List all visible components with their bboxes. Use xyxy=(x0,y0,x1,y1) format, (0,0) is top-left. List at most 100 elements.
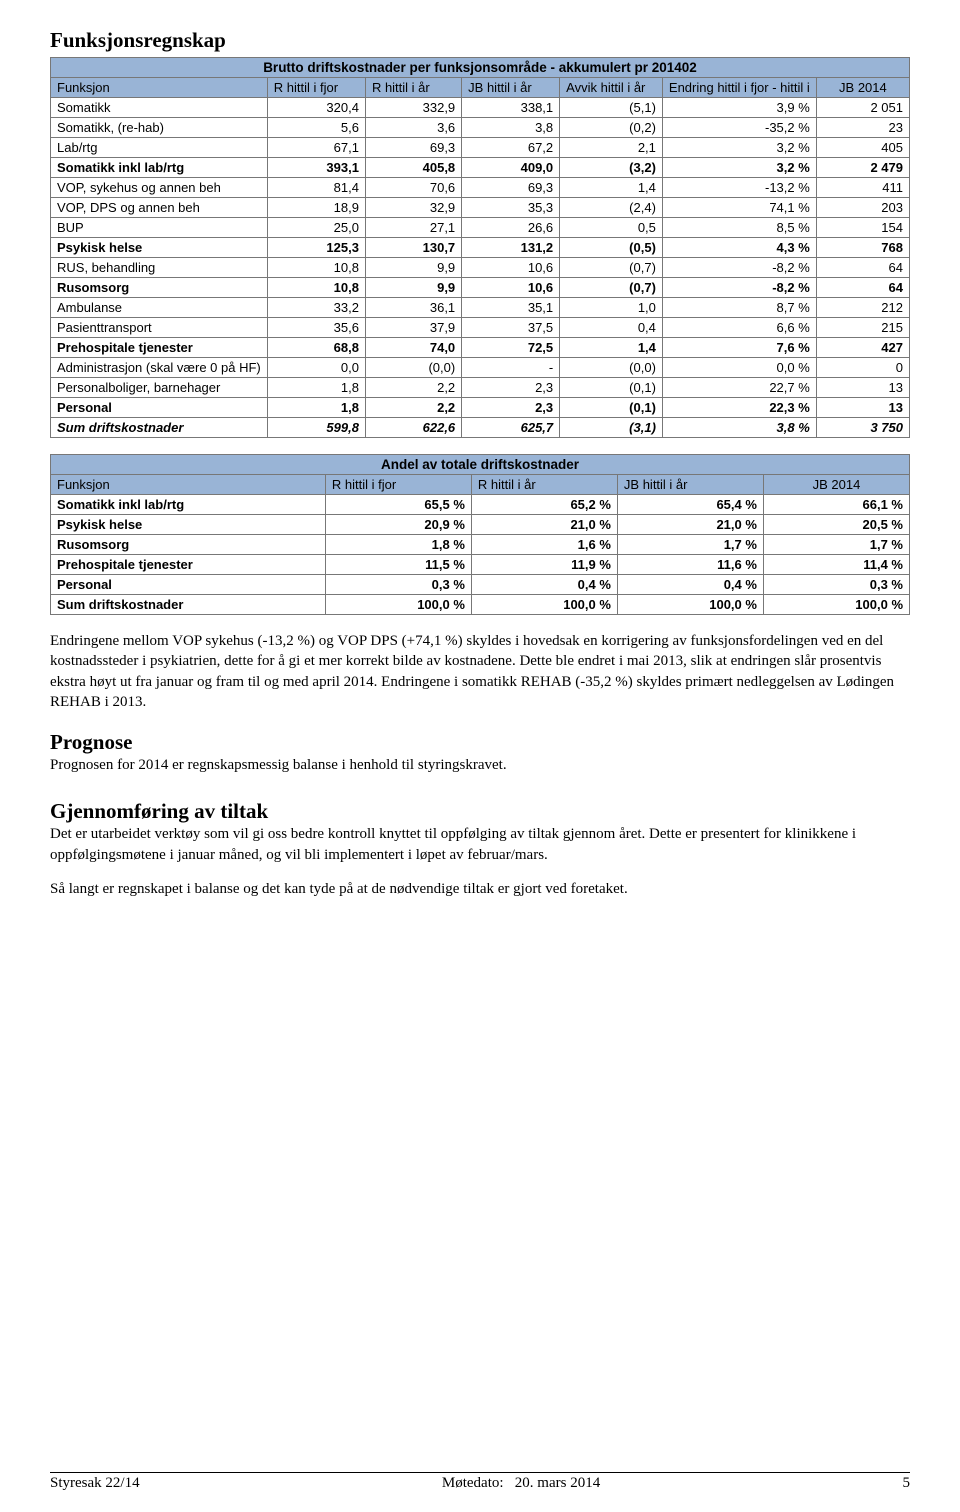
cell: 69,3 xyxy=(462,178,560,198)
cell: 37,9 xyxy=(365,318,461,338)
cell: 10,6 xyxy=(462,278,560,298)
cell: 10,8 xyxy=(267,278,365,298)
row-label: Psykisk helse xyxy=(51,515,326,535)
table1-header-row: Funksjon R hittil i fjor R hittil i år J… xyxy=(51,78,910,98)
cell: 1,8 xyxy=(267,398,365,418)
table-row: Sum driftskostnader599,8622,6625,7(3,1)3… xyxy=(51,418,910,438)
cell: 64 xyxy=(816,278,909,298)
cell: 0,4 xyxy=(560,318,663,338)
cell: 154 xyxy=(816,218,909,238)
cell: -35,2 % xyxy=(662,118,816,138)
cell: 65,2 % xyxy=(471,495,617,515)
cell: 68,8 xyxy=(267,338,365,358)
cell: 35,1 xyxy=(462,298,560,318)
table-row: VOP, DPS og annen beh18,932,935,3(2,4)74… xyxy=(51,198,910,218)
cell: 1,4 xyxy=(560,338,663,358)
cell: 64 xyxy=(816,258,909,278)
cell: (3,2) xyxy=(560,158,663,178)
cell: 100,0 % xyxy=(617,595,763,615)
cell: 1,0 xyxy=(560,298,663,318)
row-label: Personalboliger, barnehager xyxy=(51,378,268,398)
table2-header-row: Funksjon R hittil i fjor R hittil i år J… xyxy=(51,475,910,495)
col2-r-fjor: R hittil i fjor xyxy=(325,475,471,495)
cell: 203 xyxy=(816,198,909,218)
row-label: Administrasjon (skal være 0 på HF) xyxy=(51,358,268,378)
cell: 320,4 xyxy=(267,98,365,118)
table-row: Prehospitale tjenester11,5 %11,9 %11,6 %… xyxy=(51,555,910,575)
footer-center: Møtedato: 20. mars 2014 xyxy=(442,1475,600,1492)
table-row: Ambulanse33,236,135,11,08,7 %212 xyxy=(51,298,910,318)
table-row: RUS, behandling10,89,910,6(0,7)-8,2 %64 xyxy=(51,258,910,278)
cell: 8,5 % xyxy=(662,218,816,238)
cell: 2 051 xyxy=(816,98,909,118)
table-row: Psykisk helse125,3130,7131,2(0,5)4,3 %76… xyxy=(51,238,910,258)
cell: 393,1 xyxy=(267,158,365,178)
row-label: Ambulanse xyxy=(51,298,268,318)
table-row: BUP25,027,126,60,58,5 %154 xyxy=(51,218,910,238)
cell: 2,1 xyxy=(560,138,663,158)
table-row: VOP, sykehus og annen beh81,470,669,31,4… xyxy=(51,178,910,198)
prognose-title: Prognose xyxy=(50,730,910,755)
cell: 405,8 xyxy=(365,158,461,178)
cell: 36,1 xyxy=(365,298,461,318)
col-r-fjor: R hittil i fjor xyxy=(267,78,365,98)
col2-jb-iar: JB hittil i år xyxy=(617,475,763,495)
cell: 0 xyxy=(816,358,909,378)
table-row: Prehospitale tjenester68,874,072,51,47,6… xyxy=(51,338,910,358)
footer-right: 5 xyxy=(903,1475,911,1492)
cell: 20,9 % xyxy=(325,515,471,535)
cell: 4,3 % xyxy=(662,238,816,258)
cell: (0,7) xyxy=(560,278,663,298)
cell: 5,6 xyxy=(267,118,365,138)
col-jb2014: JB 2014 xyxy=(816,78,909,98)
cell: -8,2 % xyxy=(662,258,816,278)
row-label: RUS, behandling xyxy=(51,258,268,278)
gjennomforing-p1: Det er utarbeidet verktøy som vil gi oss… xyxy=(50,824,910,865)
cell: 69,3 xyxy=(365,138,461,158)
col-funksjon: Funksjon xyxy=(51,78,268,98)
prognose-text: Prognosen for 2014 er regnskapsmessig ba… xyxy=(50,755,910,775)
cell: 32,9 xyxy=(365,198,461,218)
cell: (3,1) xyxy=(560,418,663,438)
cell: 66,1 % xyxy=(763,495,909,515)
col-jb-iar: JB hittil i år xyxy=(462,78,560,98)
cell: 3,8 xyxy=(462,118,560,138)
cell: 9,9 xyxy=(365,258,461,278)
cell: 2,3 xyxy=(462,398,560,418)
cell: 1,8 xyxy=(267,378,365,398)
cell: 3 750 xyxy=(816,418,909,438)
gjennomforing-p2: Så langt er regnskapet i balanse og det … xyxy=(50,879,910,899)
cell: 125,3 xyxy=(267,238,365,258)
cell: 212 xyxy=(816,298,909,318)
cell: 65,4 % xyxy=(617,495,763,515)
cell: 409,0 xyxy=(462,158,560,178)
cell: 74,1 % xyxy=(662,198,816,218)
page-footer: Styresak 22/14 Møtedato: 20. mars 2014 5 xyxy=(50,1472,910,1492)
cell: (0,1) xyxy=(560,398,663,418)
cell: 8,7 % xyxy=(662,298,816,318)
cell: (0,1) xyxy=(560,378,663,398)
table-row: Somatikk, (re-hab)5,63,63,8(0,2)-35,2 %2… xyxy=(51,118,910,138)
col2-r-iar: R hittil i år xyxy=(471,475,617,495)
cell: 33,2 xyxy=(267,298,365,318)
cell: -13,2 % xyxy=(662,178,816,198)
table-row: Rusomsorg10,89,910,6(0,7)-8,2 %64 xyxy=(51,278,910,298)
cell: 100,0 % xyxy=(325,595,471,615)
cell: 81,4 xyxy=(267,178,365,198)
cell: 22,7 % xyxy=(662,378,816,398)
section-title: Funksjonsregnskap xyxy=(50,28,910,53)
cell: 405 xyxy=(816,138,909,158)
row-label: VOP, DPS og annen beh xyxy=(51,198,268,218)
cell: 72,5 xyxy=(462,338,560,358)
table-row: Lab/rtg67,169,367,22,13,2 %405 xyxy=(51,138,910,158)
cell: (0,0) xyxy=(365,358,461,378)
cell: 21,0 % xyxy=(471,515,617,535)
table-row: Somatikk inkl lab/rtg65,5 %65,2 %65,4 %6… xyxy=(51,495,910,515)
table-andel-driftskostnader: Andel av totale driftskostnader Funksjon… xyxy=(50,454,910,615)
cell: 768 xyxy=(816,238,909,258)
cell: 65,5 % xyxy=(325,495,471,515)
row-label: Prehospitale tjenester xyxy=(51,555,326,575)
table2-title: Andel av totale driftskostnader xyxy=(51,455,910,475)
cell: 3,2 % xyxy=(662,158,816,178)
cell: 37,5 xyxy=(462,318,560,338)
